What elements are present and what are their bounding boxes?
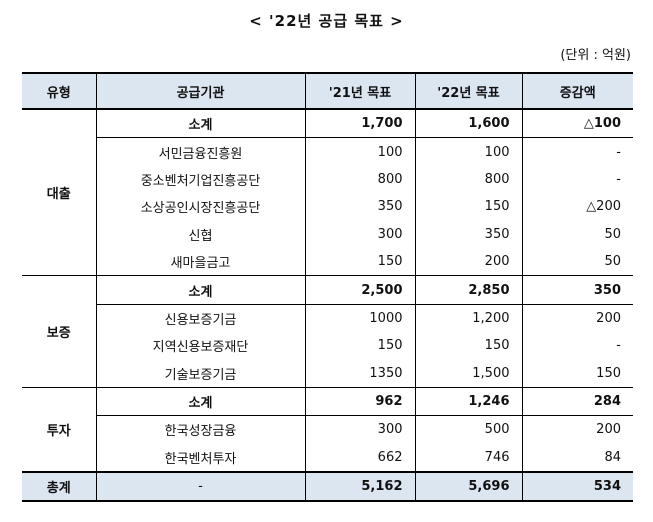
subtotal-label: 소계 [96,275,305,305]
cell-diff: 50 [521,220,633,248]
cell-diff: - [521,332,633,360]
table-row: 새마을금고 150 200 50 [22,247,633,277]
org-name: 지역신용보증재단 [95,332,305,360]
cell-y21: 150 [304,332,415,360]
total-y22: 5,696 [414,471,522,503]
cell-diff: 50 [521,247,633,277]
org-name: 한국성장금융 [95,415,305,444]
category-loan: 대출 [22,109,97,277]
total-row: 총계 - 5,162 5,696 534 [22,471,633,503]
cell-diff: 350 [521,275,633,305]
table-row: 신협 300 350 50 [22,220,633,248]
header-org: 공급기관 [96,72,305,110]
header-diff: 증감액 [521,72,633,110]
subtotal-label: 소계 [96,387,305,417]
cell-y22: 150 [414,332,522,360]
table-row: 소상공인시장진흥공단 350 150 △200 [22,193,633,221]
table-row: 한국성장금융 300 500 200 [22,415,633,444]
subtotal-label: 소계 [96,109,305,139]
cell-y22: 1,600 [414,109,522,139]
org-name: 서민금융진흥원 [95,137,305,166]
cell-y22: 1,200 [414,304,522,333]
table-row: 신용보증기금 1000 1,200 200 [22,304,633,333]
cell-y21: 1350 [304,359,415,388]
org-name: 새마을금고 [95,247,305,277]
cell-y21: 350 [304,193,415,221]
org-name: 기술보증기금 [95,359,305,388]
cell-y22: 150 [414,193,522,221]
subtotal-row: 보증 소계 2,500 2,850 350 [22,275,633,388]
table-row: 지역신용보증재단 150 150 - [22,332,633,360]
org-name: 신협 [95,220,305,248]
org-name: 소상공인시장진흥공단 [95,193,305,221]
total-y21: 5,162 [304,471,415,503]
cell-diff: 200 [521,415,633,444]
cell-diff: △200 [521,193,633,221]
total-label: 총계 [22,471,97,503]
table-row: 한국벤처투자 662 746 84 [22,443,633,473]
category-guarantee: 보증 [22,275,97,388]
table-row: 기술보증기금 1350 1,500 150 [22,359,633,388]
cell-diff: - [521,137,633,166]
page-title: < '22년 공급 목표 > [249,12,404,30]
cell-diff: △100 [521,109,633,139]
cell-y22: 500 [414,415,522,444]
cell-y21: 662 [304,443,415,473]
cell-y22: 746 [414,443,522,473]
cell-y22: 200 [414,247,522,277]
cell-y22: 800 [414,165,522,194]
cell-diff: 150 [521,359,633,388]
cell-y21: 100 [304,137,415,166]
total-diff: 534 [521,471,633,503]
subtotal-row: 투자 소계 962 1,246 284 [22,387,633,473]
category-investment: 투자 [22,387,97,473]
table-header-row: 유형 공급기관 '21년 목표 '22년 목표 증감액 [22,72,633,110]
header-type: 유형 [22,72,97,110]
unit-note: (단위 : 억원) [560,48,631,63]
cell-y21: 300 [304,415,415,444]
subtotal-row: 대출 소계 1,700 1,600 △100 [22,109,633,277]
cell-diff: 284 [521,387,633,417]
cell-diff: - [521,165,633,194]
supply-target-table: 유형 공급기관 '21년 목표 '22년 목표 증감액 대출 소계 1,700 … [22,72,633,503]
total-org: - [96,471,305,503]
table-row: 서민금융진흥원 100 100 - [22,137,633,166]
cell-y21: 962 [304,387,415,417]
cell-diff: 84 [521,443,633,473]
cell-y21: 150 [304,247,415,277]
cell-y22: 1,500 [414,359,522,388]
header-y21: '21년 목표 [304,72,415,110]
cell-y22: 350 [414,220,522,248]
cell-diff: 200 [521,304,633,333]
cell-y21: 1,700 [304,109,415,139]
cell-y21: 800 [304,165,415,194]
org-name: 한국벤처투자 [95,443,305,473]
cell-y21: 2,500 [304,275,415,305]
cell-y22: 1,246 [414,387,522,417]
cell-y22: 100 [414,137,522,166]
org-name: 중소벤처기업진흥공단 [95,165,305,194]
cell-y22: 2,850 [414,275,522,305]
org-name: 신용보증기금 [95,304,305,333]
header-y22: '22년 목표 [414,72,522,110]
table-row: 중소벤처기업진흥공단 800 800 - [22,165,633,194]
cell-y21: 300 [304,220,415,248]
cell-y21: 1000 [304,304,415,333]
